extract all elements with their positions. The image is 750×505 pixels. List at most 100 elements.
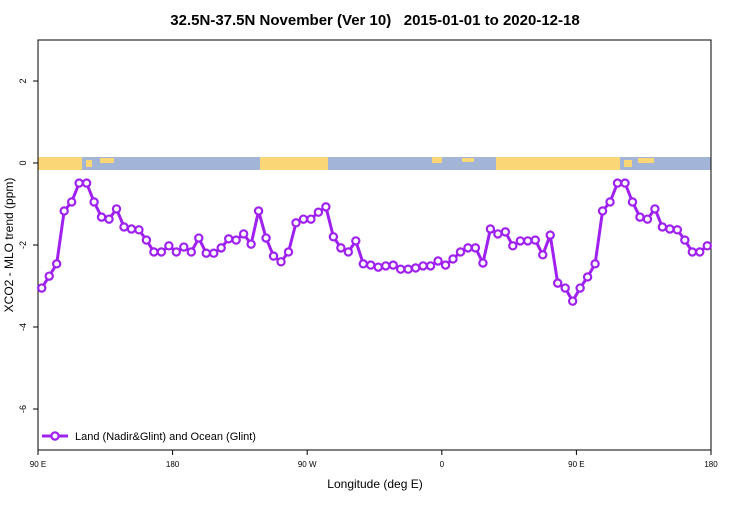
data-point [186,247,196,257]
data-point [455,247,466,257]
data-point [238,229,249,239]
data-point [306,214,316,224]
y-tick-label: -6 [18,405,28,413]
data-point [418,261,428,271]
data-point [500,227,511,237]
plot-frame [37,39,712,451]
x-tick-label: 180 [704,460,718,469]
legend-marker [50,431,60,441]
data-point [89,197,99,207]
data-point [351,236,361,246]
data-point [37,283,47,293]
land-ocean-band [38,157,711,170]
chart-title: 32.5N-37.5N November (Ver 10) 2015-01-01… [170,12,579,29]
data-point [485,224,496,234]
data-point [343,247,354,257]
data-point [582,272,593,282]
data-point [657,222,668,232]
data-point [261,233,271,243]
data-point [366,260,376,270]
data-point [515,236,526,246]
data-point [134,225,144,235]
data-point [66,197,77,207]
data-point [702,241,712,251]
data-point [74,178,84,188]
data-point [523,236,533,246]
data-point [530,235,540,245]
data-point [553,278,563,288]
land-band [638,158,654,163]
land-band [260,157,328,170]
data-point [59,206,69,216]
data-point [463,243,473,253]
data-point [567,296,578,306]
data-point [612,178,623,188]
data-point [680,235,690,245]
data-point [575,283,585,293]
data-point [478,258,488,268]
data-point [313,207,324,217]
y-tick-label: 2 [18,78,28,83]
x-tick-label: 90 W [298,460,317,469]
data-point [283,247,294,257]
data-point [560,283,570,293]
data-point [164,241,174,251]
data-point [194,233,204,243]
land-band [100,158,114,163]
land-band [496,157,620,170]
data-point [605,197,615,207]
data-point [51,259,62,269]
data-point [665,224,675,234]
data-point [538,250,548,260]
data-point [373,262,383,272]
land-band [462,158,474,162]
data-point [81,178,92,188]
land-band [86,160,92,167]
data-point [597,206,608,216]
data-point [291,218,301,228]
data-point [179,242,189,252]
y-axis-label: XCO2 - MLO trend (ppm) [2,178,16,313]
data-point [223,234,234,244]
y-tick-label: -2 [18,241,28,249]
data-point [96,212,107,222]
data-point [209,248,219,258]
data-point [627,197,638,207]
data-point [149,247,159,257]
y-tick-label: 0 [18,160,28,165]
data-point [126,224,137,234]
x-axis-label: Longitude (deg E) [327,477,422,491]
x-tick-label: 90 E [568,460,584,469]
data-point [470,243,481,253]
data-point [448,254,458,264]
data-point [246,239,256,249]
data-point [403,264,413,274]
data-point [433,256,443,266]
data-point [545,230,555,240]
data-point [171,247,182,257]
data-point [440,260,451,270]
data-point [493,229,503,239]
land-band [432,157,442,163]
data-point [395,264,406,274]
land-band [624,160,632,167]
data-point [276,257,286,267]
data-point [216,243,226,253]
data-point [590,259,600,269]
data-point [425,261,436,271]
data-point [321,202,331,212]
x-tick-label: 180 [166,460,180,469]
data-point [156,247,167,257]
data-point [635,212,645,222]
data-point [508,241,518,251]
data-point [141,235,152,245]
data-point [328,232,339,242]
data-point [231,235,241,245]
data-point [642,214,653,224]
data-point [388,260,398,270]
x-tick-label: 90 E [30,460,46,469]
data-point [111,204,122,214]
data-point [268,251,279,261]
data-point [410,263,421,273]
